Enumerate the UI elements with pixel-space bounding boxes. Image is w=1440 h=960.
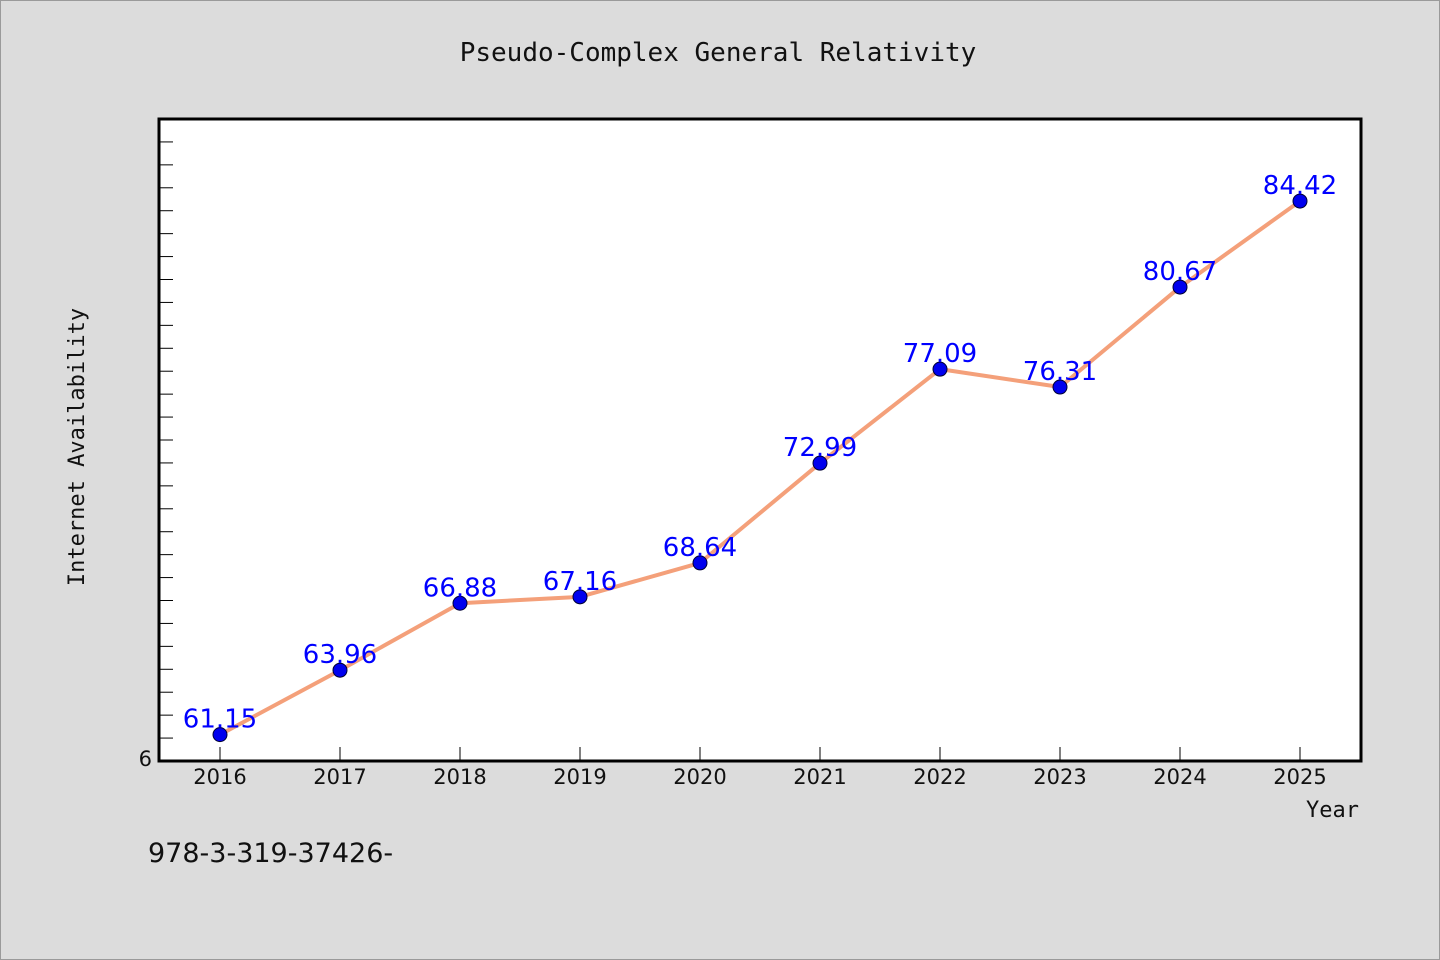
chart-title: Pseudo-Complex General Relativity <box>460 38 977 68</box>
data-label: 63.96 <box>303 640 377 670</box>
footer-isbn-text: 978-3-319-37426- <box>148 838 393 869</box>
x-tick-label: 2018 <box>433 765 486 789</box>
data-point <box>452 595 468 611</box>
x-tick-label: 2020 <box>673 765 726 789</box>
x-tick-label: 2021 <box>793 765 846 789</box>
data-label: 76.31 <box>1023 357 1097 387</box>
data-label: 80.67 <box>1143 257 1217 287</box>
series-line-group <box>219 199 1302 737</box>
x-tick-label: 2017 <box>313 765 366 789</box>
y-axis-ticks <box>159 141 173 739</box>
x-axis-label: Year <box>1306 798 1359 823</box>
data-point <box>1292 193 1308 209</box>
series-markers <box>212 193 1308 743</box>
data-point <box>1172 279 1188 295</box>
data-point <box>932 361 948 377</box>
data-point <box>332 662 348 678</box>
data-label: 67.16 <box>543 567 617 597</box>
data-label: 66.88 <box>423 573 497 603</box>
y-axis-label: Internet Availability <box>65 308 90 586</box>
x-tick-label: 2019 <box>553 765 606 789</box>
data-label: 61.15 <box>183 705 257 735</box>
data-label: 68.64 <box>663 533 737 563</box>
x-tick-label: 2024 <box>1153 765 1206 789</box>
x-tick-label: 2022 <box>913 765 966 789</box>
data-point <box>572 589 588 605</box>
x-tick-label: 2016 <box>193 765 246 789</box>
plot-area <box>157 117 1363 763</box>
data-label: 84.42 <box>1263 171 1337 201</box>
y-tick-label: 6 <box>139 747 152 771</box>
data-label: 77.09 <box>903 339 977 369</box>
x-tick-label: 2025 <box>1273 765 1326 789</box>
x-axis-ticks: 2016 2017 2018 2019 2020 2021 2022 2023 2024 2025 <box>193 747 1327 789</box>
data-label: 72.99 <box>783 433 857 463</box>
series-line <box>219 199 1302 737</box>
data-point <box>1052 379 1068 395</box>
x-tick-label: 2023 <box>1033 765 1086 789</box>
data-point <box>692 555 708 571</box>
data-labels: 61.15 63.96 66.88 67.16 68.64 72.99 77.09 76.31… <box>183 171 1337 735</box>
data-point <box>812 455 828 471</box>
data-point <box>212 727 228 743</box>
